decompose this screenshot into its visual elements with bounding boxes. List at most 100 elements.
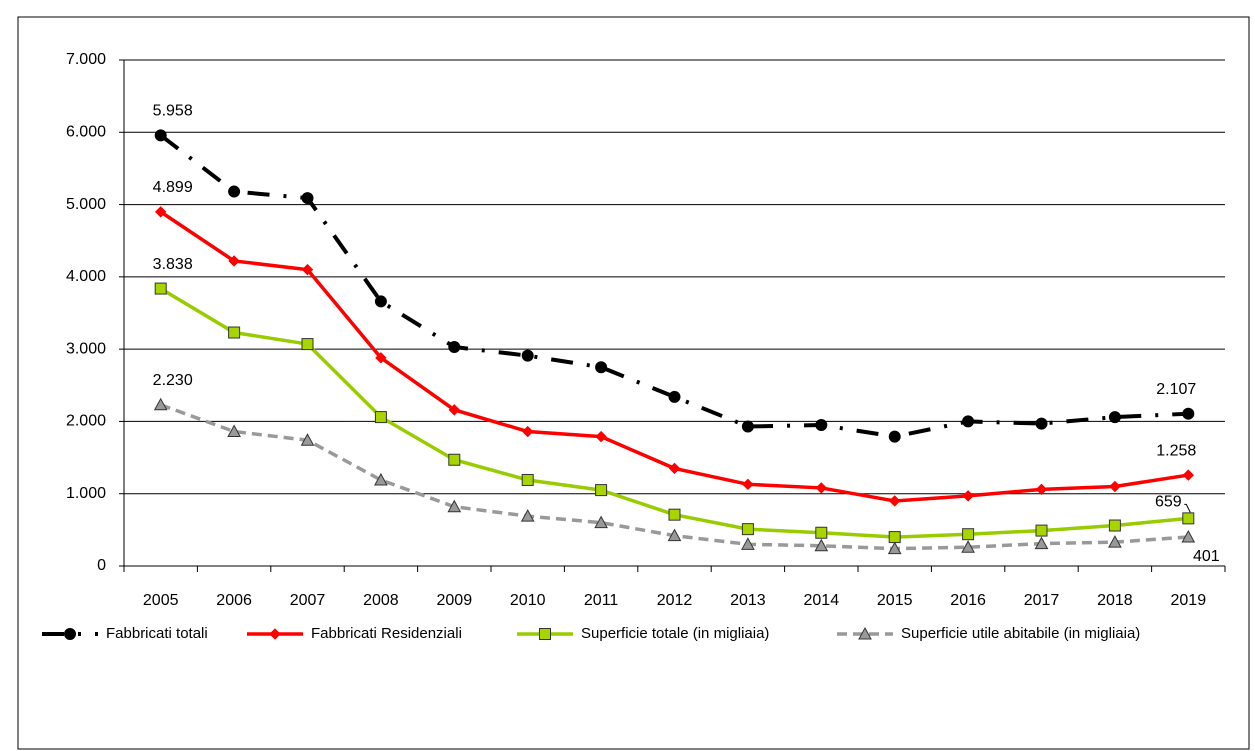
point (595, 484, 608, 497)
point (961, 540, 975, 553)
x-tick-label: 2016 (950, 592, 986, 609)
point (1035, 483, 1048, 496)
chart-frame (17, 16, 1250, 750)
point (448, 340, 461, 353)
point (153, 397, 168, 411)
point (742, 478, 754, 491)
point (1108, 519, 1121, 532)
x-tick-label: 2013 (730, 592, 766, 609)
point (374, 295, 387, 308)
y-tick-label: 6.000 (66, 124, 106, 141)
x-tick-label: 2014 (804, 592, 840, 609)
y-tick-label: 0 (97, 557, 106, 574)
x-tick-label: 2006 (216, 592, 252, 609)
y-tick-label: 1.000 (66, 485, 106, 502)
point (858, 626, 872, 640)
data-label: 659 (1155, 494, 1182, 511)
point (228, 255, 240, 267)
point (1035, 524, 1048, 537)
point (154, 129, 167, 142)
point (154, 206, 167, 218)
point (595, 361, 608, 374)
point (1109, 480, 1121, 493)
point (962, 528, 975, 541)
point (594, 515, 608, 529)
series-line (159, 133, 1189, 439)
point (815, 482, 828, 494)
x-tick-label: 2011 (584, 592, 619, 609)
point (375, 352, 387, 364)
point (1182, 469, 1195, 481)
data-label: 2.230 (153, 372, 193, 389)
x-tick-label: 2007 (290, 592, 326, 609)
point (741, 523, 754, 536)
legend-label: Superficie utile abitabile (in migliaia) (901, 625, 1140, 642)
point (228, 326, 241, 339)
point (301, 192, 314, 205)
point (1108, 411, 1121, 424)
point (595, 430, 607, 443)
data-label: 4.899 (153, 179, 193, 196)
point (521, 425, 534, 438)
point (888, 495, 901, 507)
point (815, 526, 828, 539)
point (374, 472, 388, 486)
point (1035, 417, 1048, 430)
point (1108, 535, 1122, 548)
point (814, 538, 829, 552)
point (888, 531, 901, 544)
legend-label: Fabbricati totali (106, 625, 208, 642)
y-tick-label: 4.000 (66, 268, 106, 285)
point (64, 628, 76, 640)
point (154, 282, 167, 295)
point (741, 537, 755, 550)
point (520, 509, 535, 522)
data-label: 3.838 (153, 256, 193, 273)
point (741, 420, 754, 433)
point (668, 462, 681, 475)
point (962, 415, 975, 428)
y-tick-label: 7.000 (66, 51, 106, 68)
x-tick-label: 2009 (437, 592, 473, 609)
x-tick-label: 2012 (657, 592, 693, 609)
legend: Fabbricati totali Fabbricati Residenziali… (42, 625, 1140, 642)
x-tick-label: 2005 (143, 592, 179, 609)
point (962, 490, 974, 502)
point (301, 263, 314, 276)
data-label: 401 (1193, 548, 1220, 565)
point (448, 404, 461, 416)
x-tick-label: 2015 (877, 592, 913, 609)
point (374, 411, 387, 424)
point (447, 499, 462, 513)
point (1181, 529, 1196, 543)
legend-label: Superficie totale (in migliaia) (581, 625, 769, 642)
x-tick-label: 2008 (363, 592, 399, 609)
x-tick-label: 2010 (510, 592, 546, 609)
data-label: 2.107 (1156, 381, 1196, 398)
x-tick-label: 2017 (1024, 592, 1060, 609)
point (888, 430, 901, 443)
x-tick-label: 2018 (1097, 592, 1133, 609)
point (815, 419, 828, 432)
point (228, 185, 241, 198)
point (227, 424, 241, 438)
leader-line (1184, 503, 1191, 513)
point (448, 453, 461, 466)
legend-label: Fabbricati Residenziali (311, 625, 462, 642)
point (887, 541, 902, 555)
point (1034, 536, 1049, 550)
data-label: 1.258 (1156, 442, 1196, 459)
point (269, 628, 281, 640)
point (668, 390, 681, 403)
point (301, 338, 314, 351)
point (521, 473, 534, 486)
point (668, 508, 681, 521)
point (539, 628, 551, 640)
data-label: 5.958 (153, 103, 193, 120)
y-tick-label: 3.000 (66, 340, 106, 357)
x-tick-label: 2019 (1171, 592, 1207, 609)
point (1182, 512, 1195, 525)
point (667, 528, 682, 542)
y-tick-label: 5.000 (66, 196, 106, 213)
